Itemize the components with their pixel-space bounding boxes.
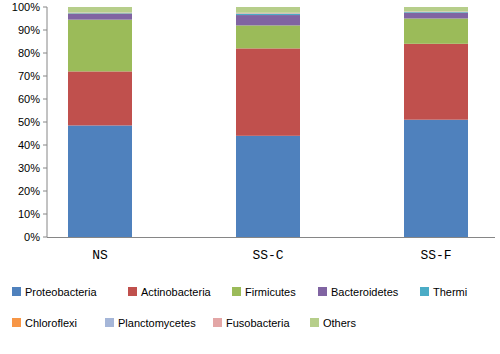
x-tick-label: NS [92, 248, 108, 263]
legend-swatch [213, 318, 222, 327]
bar-segment [68, 14, 132, 20]
y-tick [43, 76, 47, 77]
y-tick-label: 90% [18, 24, 40, 36]
y-tick-label: 70% [18, 70, 40, 82]
bar-segment [404, 120, 468, 237]
y-tick [43, 30, 47, 31]
legend-label: Proteobacteria [25, 286, 97, 298]
bar-segment [68, 12, 132, 13]
legend-label: Fusobacteria [226, 317, 290, 329]
y-tick [43, 214, 47, 215]
legend: Proteobacteria Actinobacteria Firmicutes Ba… [12, 286, 467, 329]
bar-segment [236, 15, 300, 25]
bar-segment [404, 12, 468, 14]
x-tick-label: SS-F [420, 248, 451, 263]
y-tick-label: 60% [18, 93, 40, 105]
legend-swatch [310, 318, 319, 327]
chart-svg: 0% 10% 20% 30% 40% 50% 60% 70% 80% 90% 100% NS SS-C S… [0, 0, 500, 354]
chart-container: 0% 10% 20% 30% 40% 50% 60% 70% 80% 90% 100% NS SS-C S… [0, 0, 500, 354]
bar-segment [68, 13, 132, 15]
bar-segment [404, 19, 468, 44]
legend-swatch [318, 287, 327, 296]
bar-segment [68, 7, 132, 13]
legend-label: Thermi [433, 286, 467, 298]
legend-label: Actinobacteria [141, 286, 212, 298]
bar-segment [236, 7, 300, 13]
y-tick [43, 145, 47, 146]
y-tick [43, 168, 47, 169]
bar-segment [404, 11, 468, 12]
legend-swatch [105, 318, 114, 327]
legend-label: Planctomycetes [118, 317, 196, 329]
x-axis-line [47, 237, 495, 238]
legend-label: Bacteroidetes [331, 286, 399, 298]
y-tick [43, 191, 47, 192]
bar-segment [404, 7, 468, 11]
legend-label: Chloroflexi [25, 317, 77, 329]
legend-swatch [232, 287, 241, 296]
y-tick-label: 20% [18, 185, 40, 197]
bar-segment [236, 13, 300, 14]
bar-segment [236, 14, 300, 15]
bar-segment [68, 20, 132, 72]
bar-segment [236, 48, 300, 135]
legend-swatch [420, 287, 429, 296]
legend-swatch [12, 318, 21, 327]
y-tick-label: 30% [18, 162, 40, 174]
bar-segment [68, 71, 132, 125]
bar-segment [404, 13, 468, 19]
bar-segment [236, 136, 300, 237]
bars [68, 7, 468, 237]
y-tick [43, 237, 47, 238]
y-tick-label: 10% [18, 208, 40, 220]
y-tick [43, 53, 47, 54]
legend-label: Others [323, 317, 357, 329]
bar-segment [68, 125, 132, 237]
y-tick-label: 50% [18, 116, 40, 128]
y-tick-label: 80% [18, 47, 40, 59]
y-tick-label: 0% [24, 231, 40, 243]
y-tick [43, 99, 47, 100]
y-tick [43, 122, 47, 123]
legend-label: Firmicutes [245, 286, 296, 298]
x-tick-label: SS-C [252, 248, 283, 263]
legend-swatch [12, 287, 21, 296]
y-tick-label: 40% [18, 139, 40, 151]
legend-swatch [128, 287, 137, 296]
y-tick-label: 100% [12, 1, 40, 13]
bar-segment [404, 44, 468, 120]
bar-segment [236, 25, 300, 48]
y-tick [43, 7, 47, 8]
